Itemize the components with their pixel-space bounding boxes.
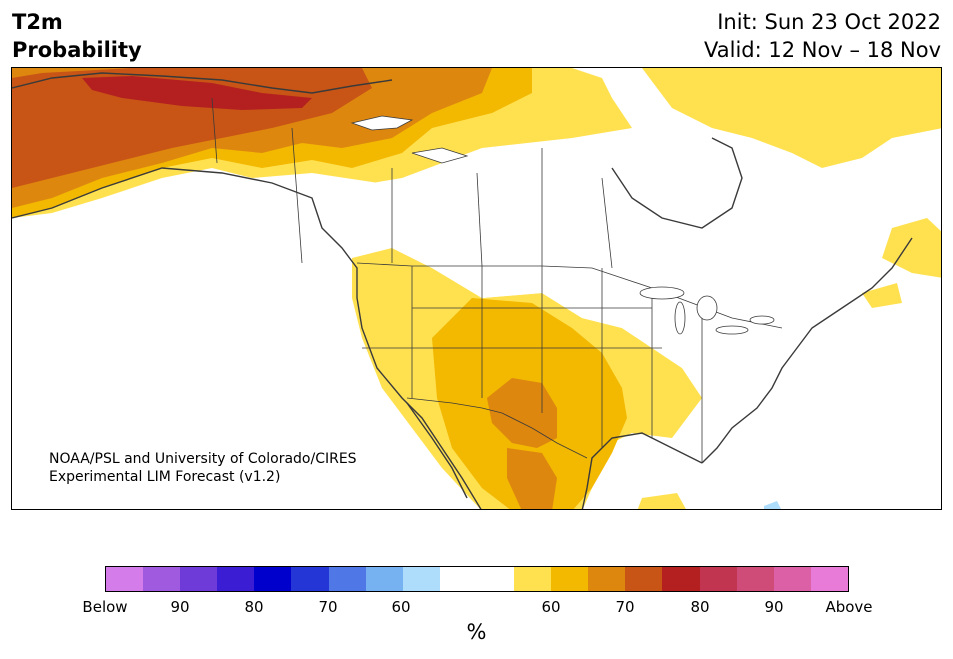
zone-above-60-yucatan <box>637 493 686 509</box>
gulf-coast <box>581 432 703 509</box>
colorbar-cell <box>439 567 477 591</box>
baja <box>406 402 468 499</box>
colorbar-tick-label: 90 <box>764 598 784 616</box>
alaska-north-coast <box>12 72 393 94</box>
east-coast <box>701 237 913 464</box>
great-bear-lake <box>350 115 414 131</box>
us-mexico-border <box>406 397 588 459</box>
lake-michigan <box>674 301 686 335</box>
zone-above-60-arctic <box>642 68 941 168</box>
colorbar-tick-label: 70 <box>615 598 635 616</box>
colorbar-cell <box>736 567 774 591</box>
colorbar-tick-label: 80 <box>244 598 264 616</box>
colorbar-tick-label: 60 <box>541 598 561 616</box>
colorbar-cell <box>180 567 218 591</box>
colorbar-cell <box>402 567 440 591</box>
zone-above-60-labrador <box>882 218 941 278</box>
alaska-border <box>211 97 218 164</box>
colorbar-tick-label: 70 <box>318 598 338 616</box>
map-title-variable-block: T2m Probability <box>12 8 142 64</box>
zone-above-70-mexico <box>507 448 557 509</box>
province-line-1 <box>291 127 303 264</box>
colorbar-tick-label: Above <box>825 598 873 616</box>
great-lakes <box>639 286 775 335</box>
colorbar-cell <box>143 567 181 591</box>
zone-above-80-north <box>82 76 312 110</box>
valid-range: Valid: 12 Nov – 18 Nov <box>704 38 941 62</box>
colorbar-cell <box>551 567 589 591</box>
hudson-bay <box>611 137 743 229</box>
zone-above-70-south <box>487 378 557 448</box>
province-line-3 <box>476 172 483 267</box>
credit-text: NOAA/PSL and University of Colorado/CIRE… <box>49 450 357 486</box>
colorbar-tick-label: Below <box>82 598 128 616</box>
credit-line-2: Experimental LIM Forecast (v1.2) <box>49 469 281 485</box>
zone-neutral-interior <box>312 133 812 408</box>
date-block: Init: Sun 23 Oct 2022 Valid: 12 Nov – 18… <box>704 8 941 64</box>
colorbar-cell <box>699 567 737 591</box>
init-date: Init: Sun 23 Oct 2022 <box>717 10 941 34</box>
colorbar-cell <box>217 567 255 591</box>
forecast-map <box>11 67 942 510</box>
west-coast <box>12 167 482 509</box>
colorbar-cell <box>514 567 552 591</box>
colorbar-cell <box>588 567 626 591</box>
colorbar-tick-label: 80 <box>690 598 710 616</box>
colorbar-cell <box>476 567 515 591</box>
lake-superior <box>639 286 685 300</box>
colorbar <box>105 566 849 592</box>
variable-title: T2m <box>12 10 63 34</box>
lake-ontario <box>749 315 775 325</box>
colorbar-cell <box>254 567 292 591</box>
colorbar-cell <box>773 567 811 591</box>
map-svg <box>12 68 941 509</box>
colorbar-cell <box>662 567 700 591</box>
colorbar-cell <box>810 567 848 591</box>
zone-below-60-caribbean <box>764 501 781 509</box>
colorbar-cell <box>365 567 403 591</box>
colorbar-cell <box>625 567 663 591</box>
colorbar-cell <box>291 567 329 591</box>
coastlines <box>12 72 913 509</box>
product-title: Probability <box>12 38 142 62</box>
lake-huron <box>696 295 718 321</box>
province-line-5 <box>601 177 613 269</box>
colorbar-labels: Below 90 80 70 60 60 70 80 90 Above <box>0 598 953 618</box>
colorbar-cell <box>106 567 144 591</box>
colorbar-cell <box>328 567 366 591</box>
great-slave-lake <box>411 147 469 164</box>
colorbar-tick-label: 60 <box>391 598 411 616</box>
zone-above-60-maritimes <box>862 283 902 308</box>
colorbar-unit: % <box>466 620 487 644</box>
lake-erie <box>715 325 749 335</box>
colorbar-tick-label: 90 <box>170 598 190 616</box>
credit-line-1: NOAA/PSL and University of Colorado/CIRE… <box>49 451 357 467</box>
